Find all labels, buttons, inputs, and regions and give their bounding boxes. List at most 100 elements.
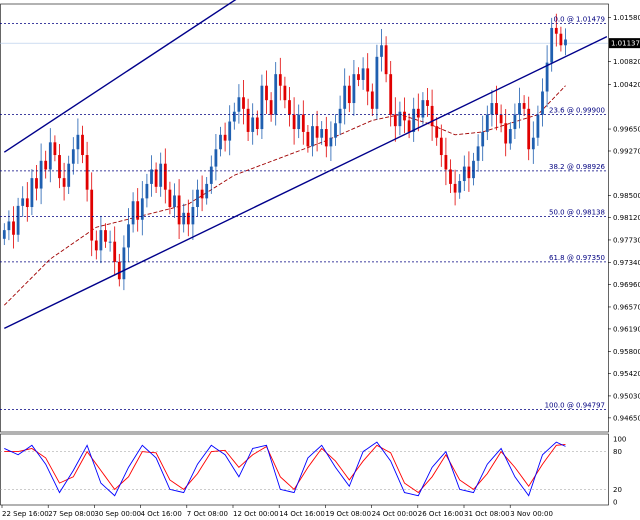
candle — [48, 128, 52, 183]
candle — [274, 62, 278, 126]
moving-average — [3, 85, 566, 306]
candle — [472, 152, 475, 186]
candle-body — [251, 117, 255, 132]
candles — [2, 13, 567, 291]
candle — [536, 105, 540, 146]
candle-body — [99, 230, 103, 251]
candle — [288, 86, 291, 127]
candle — [485, 105, 489, 141]
candle-body — [232, 111, 236, 122]
candle-body — [554, 27, 558, 34]
candle — [380, 28, 383, 72]
candle — [320, 121, 324, 145]
candle-body — [370, 91, 374, 109]
candle — [518, 87, 521, 129]
candle — [7, 210, 11, 241]
candle-body — [334, 123, 337, 138]
candle-body — [518, 103, 521, 115]
candle — [182, 203, 186, 233]
channel-line-upper — [3, 0, 237, 153]
candle — [416, 93, 420, 132]
candle — [426, 88, 429, 117]
candle-body — [352, 74, 356, 104]
candle — [21, 186, 25, 217]
candle-body — [12, 221, 15, 235]
candle-body — [16, 205, 20, 235]
candle-body — [504, 123, 508, 144]
time-tick-label: 12 Oct 00:00 — [233, 510, 279, 518]
candle-body — [186, 212, 190, 225]
candle — [393, 97, 397, 142]
candle — [237, 84, 241, 124]
candle — [527, 96, 531, 161]
candle — [513, 103, 517, 140]
price-tick-label: 0.94650 — [613, 414, 640, 422]
candle — [25, 182, 29, 222]
candle-body — [508, 129, 512, 144]
candle-body — [559, 33, 563, 46]
fib-level-label: 0.0 @ 1.01479 — [553, 15, 605, 23]
candle — [453, 169, 457, 206]
candle — [113, 226, 117, 276]
candle — [131, 192, 135, 233]
candle — [495, 85, 498, 131]
candle-body — [228, 121, 232, 141]
candle-body — [347, 85, 351, 104]
candle-body — [301, 114, 305, 132]
candle — [554, 13, 558, 47]
candle — [104, 223, 107, 248]
candle — [315, 110, 319, 152]
candle — [67, 155, 71, 194]
candle-body — [191, 207, 195, 225]
candle-body — [90, 189, 94, 241]
price-tick-label: 0.98120 — [613, 214, 640, 222]
candle — [508, 122, 512, 150]
fib-level-label: 61.8 @ 0.97350 — [549, 254, 605, 262]
stoch-level-label: 100 — [613, 436, 626, 444]
trend-channel — [3, 0, 608, 329]
candle-body — [283, 85, 287, 101]
candle — [159, 152, 163, 197]
fib-level-label: 23.6 @ 0.99900 — [549, 107, 605, 115]
stoch-level-label: 80 — [613, 448, 622, 456]
candle-body — [338, 108, 342, 124]
price-tick-label: 1.00820 — [613, 58, 640, 66]
candle — [177, 179, 181, 240]
candle-body — [361, 68, 365, 80]
price-tick-label: 0.95030 — [613, 392, 640, 400]
candle — [407, 113, 411, 139]
candle — [154, 162, 158, 194]
candle-body — [145, 183, 149, 199]
candle — [467, 151, 471, 192]
candle-body — [435, 126, 439, 138]
candle-body — [439, 137, 443, 156]
candle-body — [163, 163, 167, 190]
time-tick-label: 19 Oct 08:00 — [325, 510, 371, 518]
candle — [481, 115, 485, 162]
candle-body — [269, 100, 273, 115]
candle-body — [384, 45, 388, 75]
candle — [12, 206, 15, 249]
candle-body — [366, 68, 370, 92]
candle — [306, 124, 310, 153]
candle-body — [375, 56, 379, 109]
candle — [449, 159, 452, 193]
stoch-level-label: 20 — [613, 486, 622, 494]
candle-body — [541, 91, 544, 115]
time-tick-label: 27 Sep 08:00 — [48, 510, 95, 518]
current-price-label: 1.01137 — [611, 40, 640, 48]
candle — [329, 121, 333, 162]
price-tick-label: 1.01580 — [613, 14, 640, 22]
candle-body — [421, 100, 425, 118]
candle — [384, 36, 388, 83]
stoch-level-label: 0 — [613, 499, 617, 507]
candle-body — [21, 198, 25, 206]
candle — [398, 101, 402, 136]
time-tick-label: 31 Oct 08:00 — [464, 510, 510, 518]
candle-body — [30, 178, 34, 208]
candle-body — [462, 166, 466, 182]
candle — [30, 169, 34, 216]
candle-body — [453, 183, 457, 193]
candle — [559, 26, 563, 52]
candle — [117, 253, 121, 287]
